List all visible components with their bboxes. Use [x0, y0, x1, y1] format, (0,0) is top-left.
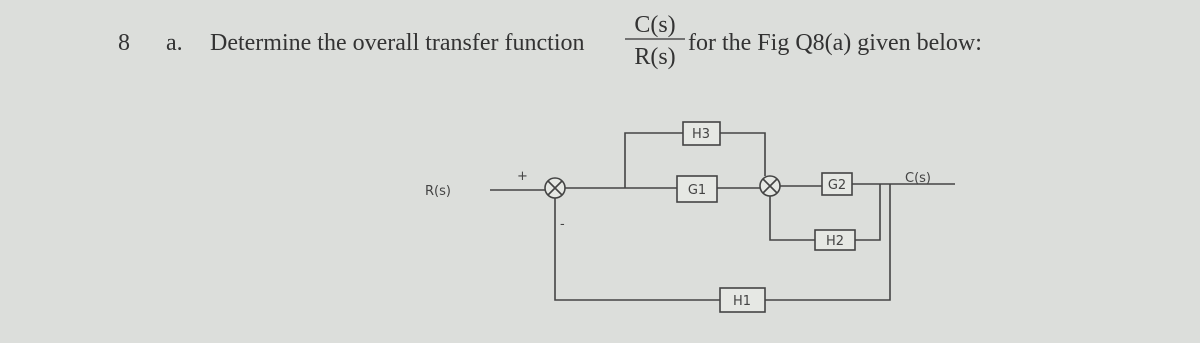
sign-label: +	[517, 169, 528, 184]
sign-label: -	[560, 217, 565, 232]
block	[682, 121, 721, 146]
block	[814, 229, 856, 251]
block	[676, 175, 718, 203]
block-label: G1	[688, 183, 706, 198]
block-label: H1	[733, 294, 751, 309]
block	[719, 287, 766, 313]
question-text-after: for the Fig Q8(a) given below:	[688, 30, 982, 56]
input-label: R(s)	[425, 184, 451, 199]
junction-cross	[547, 180, 563, 196]
feedback-lines	[554, 184, 891, 301]
output-label: C(s)	[905, 171, 931, 186]
block-label: G2	[828, 178, 846, 193]
block-diagram: R(s) C(s) H3 G1 G2 H2 H1 + -	[425, 121, 955, 313]
fraction-denominator: R(s)	[634, 44, 675, 70]
question-number: 8	[118, 30, 130, 56]
block	[821, 172, 853, 196]
question-part: a.	[166, 30, 183, 56]
block-label: H2	[826, 234, 844, 249]
junction-cross	[762, 178, 778, 194]
block-label: H3	[692, 127, 710, 142]
signal-lines	[490, 132, 955, 191]
fraction-numerator: C(s)	[634, 12, 675, 38]
question-text: Determine the overall transfer function	[210, 30, 585, 56]
